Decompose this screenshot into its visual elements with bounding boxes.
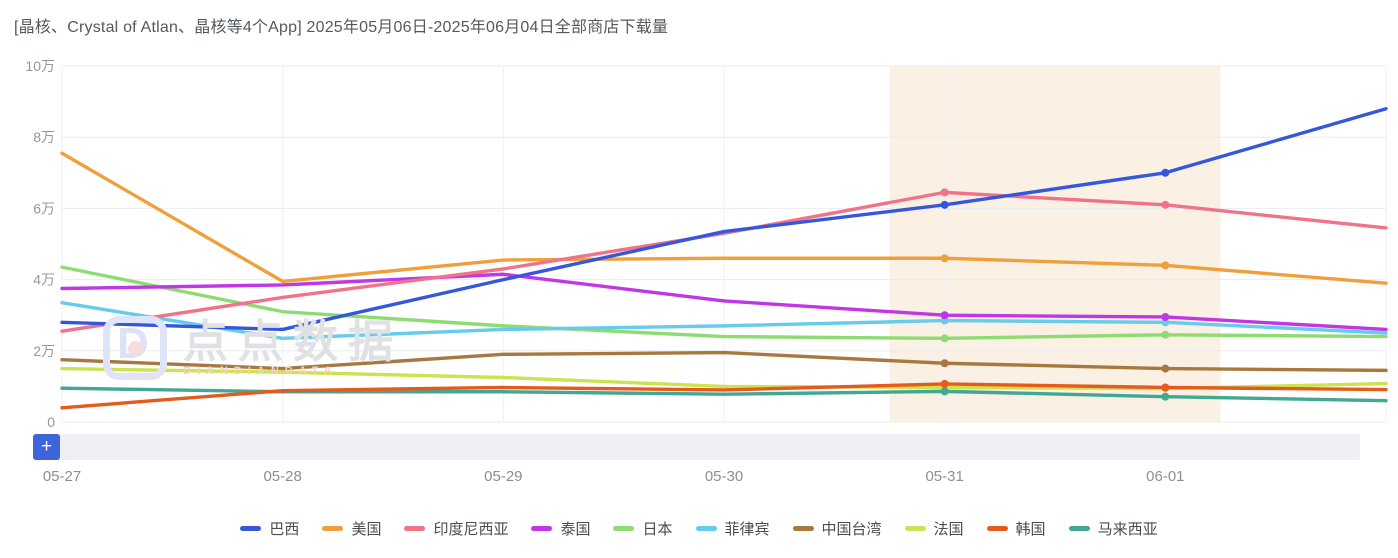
legend-label: 菲律宾	[724, 521, 770, 538]
data-point-brazil[interactable]	[940, 200, 949, 209]
legend-label: 日本	[642, 521, 673, 538]
legend-swatch-taiwan	[792, 526, 814, 531]
data-point-usa[interactable]	[1161, 261, 1170, 270]
legend-item-usa[interactable]: 美国	[322, 518, 381, 539]
legend-swatch-thailand	[531, 526, 553, 531]
datazoom-track[interactable]: +	[33, 434, 1360, 460]
legend-label: 印度尼西亚	[433, 521, 509, 538]
y-axis-label: 8万	[33, 129, 55, 145]
legend-label: 美国	[351, 521, 382, 538]
x-axis-label: 05-27	[43, 468, 81, 485]
legend-swatch-indonesia	[404, 526, 426, 531]
legend-label: 法国	[933, 521, 964, 538]
legend-item-malaysia[interactable]: 马来西亚	[1068, 518, 1158, 539]
y-axis-label: 2万	[33, 343, 55, 359]
legend-item-taiwan[interactable]: 中国台湾	[792, 518, 882, 539]
data-point-japan[interactable]	[1161, 330, 1170, 339]
legend-label: 中国台湾	[821, 521, 882, 538]
legend-swatch-malaysia	[1068, 526, 1090, 531]
chart-title: [晶核、Crystal of Atlan、晶核等4个App] 2025年05月0…	[14, 19, 669, 36]
legend-item-japan[interactable]: 日本	[613, 518, 673, 539]
y-axis-label: 4万	[33, 272, 55, 288]
legend-swatch-philippines	[695, 526, 717, 531]
x-axis-label: 05-31	[925, 468, 963, 485]
legend-item-thailand[interactable]: 泰国	[531, 518, 590, 539]
data-point-japan[interactable]	[940, 334, 949, 343]
chart-legend: 巴西 美国 印度尼西亚 泰国 日本 菲律宾 中国台湾 法国 韩国 马来西亚	[0, 518, 1398, 539]
data-point-malaysia[interactable]	[1161, 392, 1170, 401]
legend-swatch-japan	[613, 526, 635, 531]
data-point-usa[interactable]	[940, 254, 949, 263]
data-point-korea[interactable]	[940, 379, 949, 388]
data-point-indonesia[interactable]	[940, 188, 949, 197]
y-axis-label: 10万	[25, 58, 55, 74]
x-axis-label: 05-30	[705, 468, 743, 485]
data-point-malaysia[interactable]	[940, 387, 949, 396]
legend-label: 韩国	[1015, 521, 1046, 538]
legend-item-philippines[interactable]: 菲律宾	[695, 518, 770, 539]
legend-label: 马来西亚	[1097, 521, 1158, 538]
add-button[interactable]: +	[33, 434, 60, 460]
legend-item-korea[interactable]: 韩国	[986, 518, 1046, 539]
data-point-thailand[interactable]	[1161, 312, 1170, 321]
legend-item-indonesia[interactable]: 印度尼西亚	[404, 518, 508, 539]
x-axis-label: 05-28	[263, 468, 301, 485]
data-point-korea[interactable]	[1161, 383, 1170, 392]
data-point-taiwan[interactable]	[1161, 364, 1170, 373]
y-axis-label: 6万	[33, 200, 55, 216]
legend-swatch-usa	[322, 526, 344, 531]
x-axis-label: 05-29	[484, 468, 522, 485]
data-point-taiwan[interactable]	[940, 359, 949, 368]
legend-item-france[interactable]: 法国	[904, 518, 964, 539]
data-point-indonesia[interactable]	[1161, 200, 1170, 209]
legend-swatch-brazil	[240, 526, 262, 531]
x-axis-label: 06-01	[1146, 468, 1184, 485]
y-axis-label: 0	[47, 414, 55, 430]
legend-label: 巴西	[269, 521, 300, 538]
line-chart: 10万 8万 6万 4万 2万 0 05-27 05-28 05-29 05-30 05-31 06-…	[25, 58, 1388, 485]
data-point-brazil[interactable]	[1161, 168, 1170, 177]
legend-item-brazil[interactable]: 巴西	[240, 518, 299, 539]
data-point-thailand[interactable]	[940, 311, 949, 320]
legend-swatch-france	[904, 526, 926, 531]
legend-label: 泰国	[560, 521, 591, 538]
legend-swatch-korea	[986, 526, 1008, 531]
